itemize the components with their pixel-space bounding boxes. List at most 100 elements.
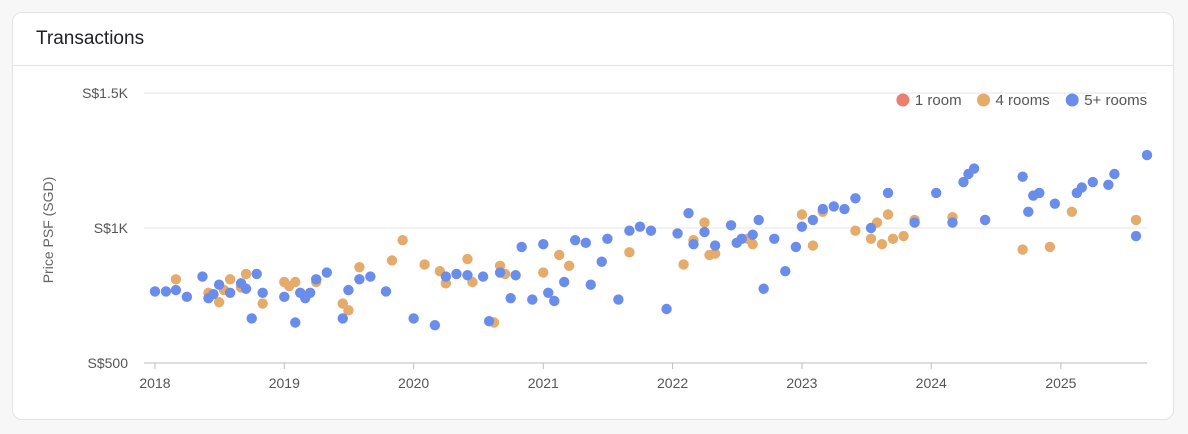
data-point-5-plus-rooms[interactable] [790,241,802,253]
data-point-5-plus-rooms[interactable] [930,187,942,199]
data-point-4-rooms[interactable] [397,234,408,246]
data-point-5-plus-rooms[interactable] [149,286,161,297]
data-point-4-rooms[interactable] [1017,244,1028,255]
data-point-5-plus-rooms[interactable] [558,276,570,288]
data-point-5-plus-rooms[interactable] [1141,149,1153,161]
data-point-5-plus-rooms[interactable] [170,284,182,296]
data-point-5-plus-rooms[interactable] [736,233,747,244]
data-point-5-plus-rooms[interactable] [251,268,262,280]
data-point-5-plus-rooms[interactable] [1049,198,1061,209]
data-point-4-rooms[interactable] [1044,241,1056,253]
data-point-5-plus-rooms[interactable] [246,313,257,324]
data-point-4-rooms[interactable] [563,260,575,271]
data-point-4-rooms[interactable] [624,247,635,258]
data-point-5-plus-rooms[interactable] [796,221,808,232]
data-point-5-plus-rooms[interactable] [462,270,473,281]
data-point-5-plus-rooms[interactable] [549,295,560,307]
data-point-5-plus-rooms[interactable] [747,229,758,240]
data-point-4-rooms[interactable] [887,233,899,244]
data-point-5-plus-rooms[interactable] [224,287,236,298]
data-point-5-plus-rooms[interactable] [310,274,322,285]
data-point-4-rooms[interactable] [224,274,236,285]
data-point-5-plus-rooms[interactable] [758,283,769,294]
data-point-5-plus-rooms[interactable] [1109,168,1120,180]
data-point-5-plus-rooms[interactable] [596,256,607,267]
data-point-5-plus-rooms[interactable] [1034,187,1045,199]
data-point-4-rooms[interactable] [882,209,894,220]
data-point-4-rooms[interactable] [419,259,430,270]
data-point-5-plus-rooms[interactable] [909,217,920,228]
data-point-5-plus-rooms[interactable] [613,294,624,305]
data-point-5-plus-rooms[interactable] [882,187,894,199]
legend-marker-1-room[interactable] [896,93,910,107]
data-point-5-plus-rooms[interactable] [1023,206,1034,217]
data-point-5-plus-rooms[interactable] [451,268,462,280]
data-point-4-rooms[interactable] [747,239,758,250]
data-point-4-rooms[interactable] [1066,206,1078,217]
data-point-5-plus-rooms[interactable] [850,193,861,204]
data-point-5-plus-rooms[interactable] [494,267,506,278]
data-point-4-rooms[interactable] [850,225,861,236]
data-point-5-plus-rooms[interactable] [585,279,596,290]
data-point-4-rooms[interactable] [290,276,301,288]
data-point-5-plus-rooms[interactable] [865,222,877,234]
data-point-4-rooms[interactable] [213,297,225,308]
data-point-5-plus-rooms[interactable] [160,286,172,297]
data-point-5-plus-rooms[interactable] [958,176,969,188]
data-point-5-plus-rooms[interactable] [337,313,348,324]
data-point-4-rooms[interactable] [1130,214,1142,226]
data-point-5-plus-rooms[interactable] [807,214,819,226]
data-point-4-rooms[interactable] [876,239,888,250]
data-point-4-rooms[interactable] [386,255,398,266]
data-point-5-plus-rooms[interactable] [979,214,991,226]
data-point-5-plus-rooms[interactable] [290,317,301,328]
data-point-4-rooms[interactable] [462,253,473,265]
data-point-5-plus-rooms[interactable] [440,271,452,282]
data-point-5-plus-rooms[interactable] [725,220,737,231]
data-point-4-rooms[interactable] [699,217,710,228]
data-point-5-plus-rooms[interactable] [527,294,538,305]
data-point-5-plus-rooms[interactable] [538,239,549,250]
data-point-5-plus-rooms[interactable] [624,225,635,236]
data-point-4-rooms[interactable] [796,209,808,220]
data-point-5-plus-rooms[interactable] [181,291,193,303]
data-point-5-plus-rooms[interactable] [1130,230,1142,242]
data-point-4-rooms[interactable] [898,230,909,242]
data-point-5-plus-rooms[interactable] [828,201,840,212]
data-point-5-plus-rooms[interactable] [380,286,392,297]
data-point-4-rooms[interactable] [170,274,182,285]
data-point-5-plus-rooms[interactable] [408,313,419,324]
data-point-5-plus-rooms[interactable] [968,163,980,174]
data-point-5-plus-rooms[interactable] [343,284,354,296]
data-point-4-rooms[interactable] [354,261,365,273]
data-point-4-rooms[interactable] [538,267,549,278]
data-point-5-plus-rooms[interactable] [213,279,225,290]
data-point-4-rooms[interactable] [257,298,268,309]
data-point-4-rooms[interactable] [240,268,252,280]
data-point-5-plus-rooms[interactable] [516,241,527,253]
data-point-5-plus-rooms[interactable] [947,217,958,228]
data-point-5-plus-rooms[interactable] [672,228,683,239]
data-point-5-plus-rooms[interactable] [483,315,495,327]
data-point-4-rooms[interactable] [807,240,819,251]
data-point-5-plus-rooms[interactable] [580,237,592,249]
data-point-5-plus-rooms[interactable] [683,207,694,219]
data-point-5-plus-rooms[interactable] [753,214,764,226]
data-point-5-plus-rooms[interactable] [699,226,710,238]
data-point-5-plus-rooms[interactable] [1076,182,1088,193]
data-point-4-rooms[interactable] [865,233,877,244]
data-point-5-plus-rooms[interactable] [817,203,829,215]
data-point-5-plus-rooms[interactable] [1017,171,1028,182]
data-point-5-plus-rooms[interactable] [304,287,316,298]
data-point-5-plus-rooms[interactable] [569,234,581,246]
data-point-5-plus-rooms[interactable] [365,271,376,282]
data-point-5-plus-rooms[interactable] [208,288,219,300]
data-point-4-rooms[interactable] [554,249,565,261]
data-point-5-plus-rooms[interactable] [197,271,208,282]
data-point-5-plus-rooms[interactable] [688,239,699,250]
legend-marker-5-plus-rooms[interactable] [1065,93,1079,107]
data-point-5-plus-rooms[interactable] [709,240,721,251]
data-point-5-plus-rooms[interactable] [510,270,521,281]
data-point-5-plus-rooms[interactable] [543,287,554,298]
data-point-4-rooms[interactable] [343,305,354,316]
